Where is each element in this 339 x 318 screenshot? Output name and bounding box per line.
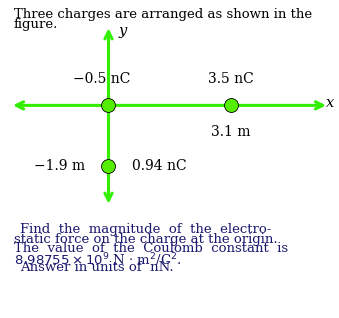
Text: 0.94 nC: 0.94 nC <box>132 159 187 173</box>
Text: The  value  of  the  Coulomb  constant  is: The value of the Coulomb constant is <box>14 242 288 255</box>
Point <box>106 163 111 169</box>
Text: x: x <box>326 96 334 110</box>
Text: Find  the  magnitude  of  the  electro-: Find the magnitude of the electro- <box>20 223 272 236</box>
Text: Three charges are arranged as shown in the: Three charges are arranged as shown in t… <box>14 8 312 21</box>
Text: 3.5 nC: 3.5 nC <box>208 72 253 86</box>
Text: $8.98755 \times 10^{9}$ N $\cdot$ m$^{2}$/C$^{2}$.: $8.98755 \times 10^{9}$ N $\cdot$ m$^{2}… <box>14 252 181 269</box>
Text: y: y <box>119 24 127 38</box>
Point <box>228 103 233 108</box>
Point <box>106 103 111 108</box>
Text: static force on the charge at the origin.: static force on the charge at the origin… <box>14 233 277 246</box>
Text: figure.: figure. <box>14 18 58 31</box>
Text: Answer in units of  nN.: Answer in units of nN. <box>20 261 174 274</box>
Text: −1.9 m: −1.9 m <box>34 159 85 173</box>
Text: −0.5 nC: −0.5 nC <box>73 72 131 86</box>
Text: 3.1 m: 3.1 m <box>211 125 250 139</box>
